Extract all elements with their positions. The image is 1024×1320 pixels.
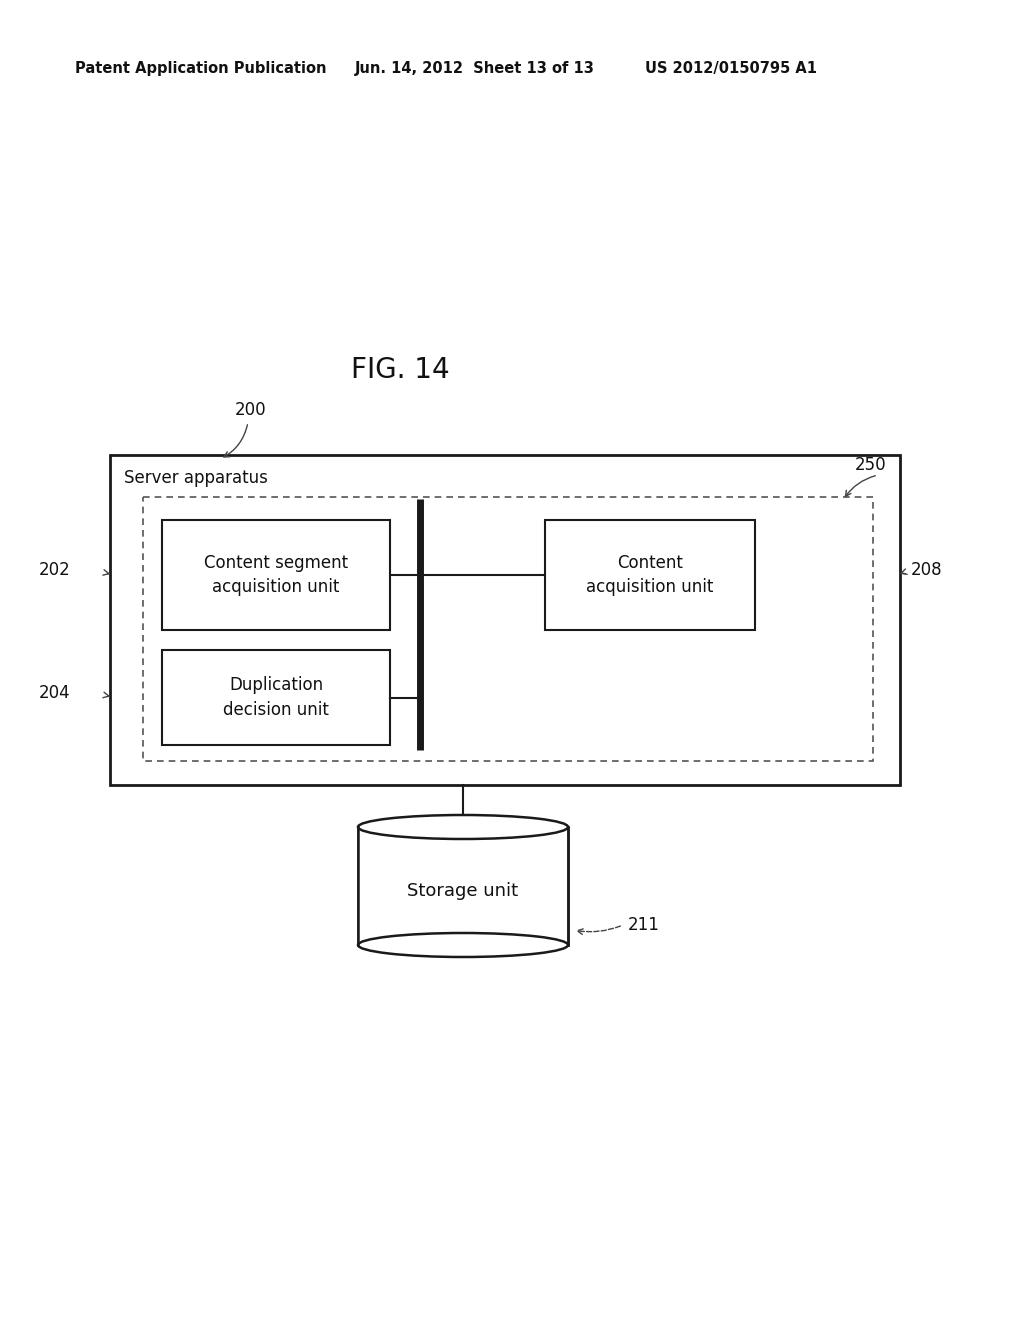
Bar (359, 828, 567, 945)
Ellipse shape (358, 814, 568, 840)
Text: US 2012/0150795 A1: US 2012/0150795 A1 (645, 61, 817, 75)
Text: Jun. 14, 2012  Sheet 13 of 13: Jun. 14, 2012 Sheet 13 of 13 (355, 61, 595, 75)
Text: 208: 208 (910, 561, 942, 579)
Bar (545, 520, 755, 630)
Text: Storage unit: Storage unit (408, 882, 518, 900)
Text: FIG. 14: FIG. 14 (350, 356, 450, 384)
Bar (162, 520, 390, 630)
Text: 211: 211 (628, 916, 659, 935)
Bar (143, 498, 873, 762)
Text: 204: 204 (38, 684, 70, 701)
Text: Content
acquisition unit: Content acquisition unit (587, 553, 714, 597)
Text: Duplication
decision unit: Duplication decision unit (223, 676, 329, 719)
Bar (162, 649, 390, 744)
Text: 250: 250 (855, 455, 887, 474)
Bar (110, 455, 900, 785)
Ellipse shape (358, 933, 568, 957)
Text: Server apparatus: Server apparatus (124, 469, 268, 487)
Text: 200: 200 (234, 401, 266, 418)
Text: Patent Application Publication: Patent Application Publication (75, 61, 327, 75)
Text: Content segment
acquisition unit: Content segment acquisition unit (204, 553, 348, 597)
Text: 202: 202 (38, 561, 70, 579)
